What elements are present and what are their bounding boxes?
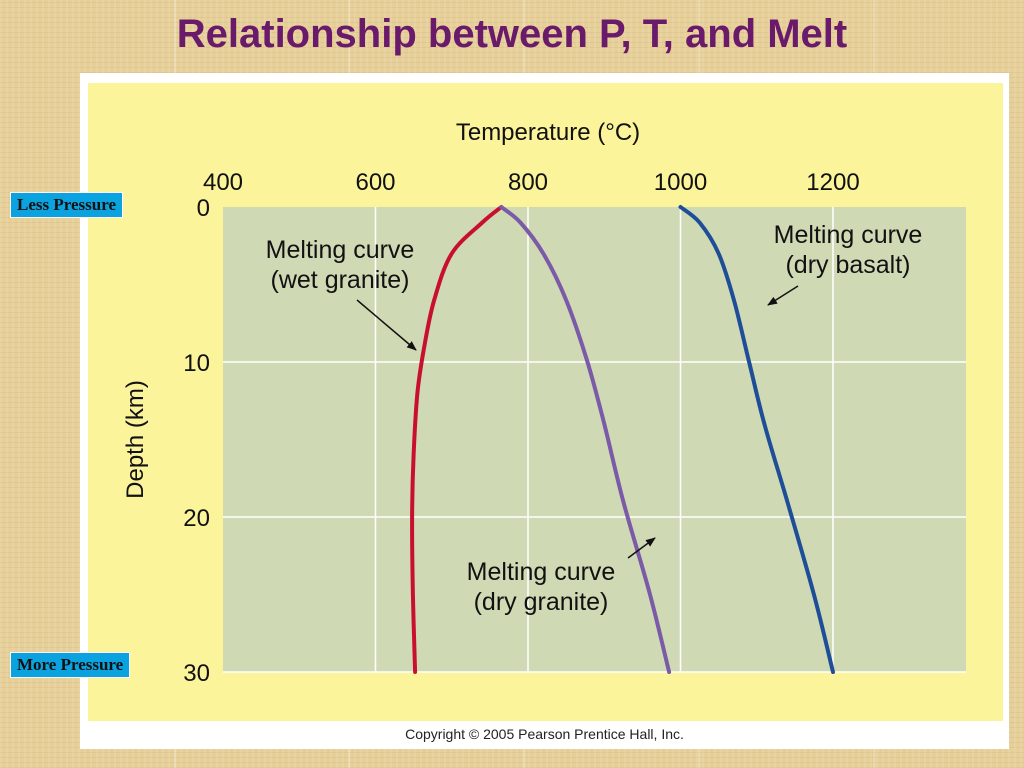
series-annotation-melting-curve-dry-basalt: Melting curve	[774, 221, 923, 249]
y-tick-label: 30	[183, 660, 210, 687]
series-annotation-melting-curve-wet-granite: (wet granite)	[271, 266, 410, 294]
annotation-arrow	[356, 299, 417, 351]
plot-area	[223, 207, 966, 672]
less-pressure-label: Less Pressure	[10, 192, 124, 218]
more-pressure-label: More Pressure	[10, 652, 131, 678]
y-tick-label: 20	[183, 505, 210, 532]
series-line-melting-curve-wet-granite	[410, 205, 504, 674]
x-axis-label: Temperature (°C)	[456, 119, 640, 146]
y-tick-label: 10	[183, 350, 210, 377]
x-tick-label: 1200	[806, 169, 859, 196]
series-annotation-melting-curve-dry-granite: (dry granite)	[474, 588, 609, 616]
copyright-text: Copyright © 2005 Pearson Prentice Hall, …	[405, 726, 684, 742]
series-line-melting-curve-dry-basalt	[678, 205, 835, 674]
annotation-arrow	[767, 285, 799, 306]
y-axis-label: Depth (km)	[122, 380, 149, 499]
x-tick-label: 600	[355, 169, 395, 196]
annotation-arrow	[627, 537, 656, 559]
x-tick-label: 400	[203, 169, 243, 196]
x-tick-label: 1000	[654, 169, 707, 196]
x-tick-label: 800	[508, 169, 548, 196]
series-annotation-melting-curve-wet-granite: Melting curve	[266, 236, 415, 264]
slide-title: Relationship between P, T, and Melt	[176, 12, 848, 56]
series-line-melting-curve-dry-granite	[499, 205, 672, 674]
series-annotation-melting-curve-dry-granite: Melting curve	[467, 558, 616, 586]
y-tick-label: 0	[197, 195, 210, 222]
series-annotation-melting-curve-dry-basalt: (dry basalt)	[785, 251, 910, 279]
